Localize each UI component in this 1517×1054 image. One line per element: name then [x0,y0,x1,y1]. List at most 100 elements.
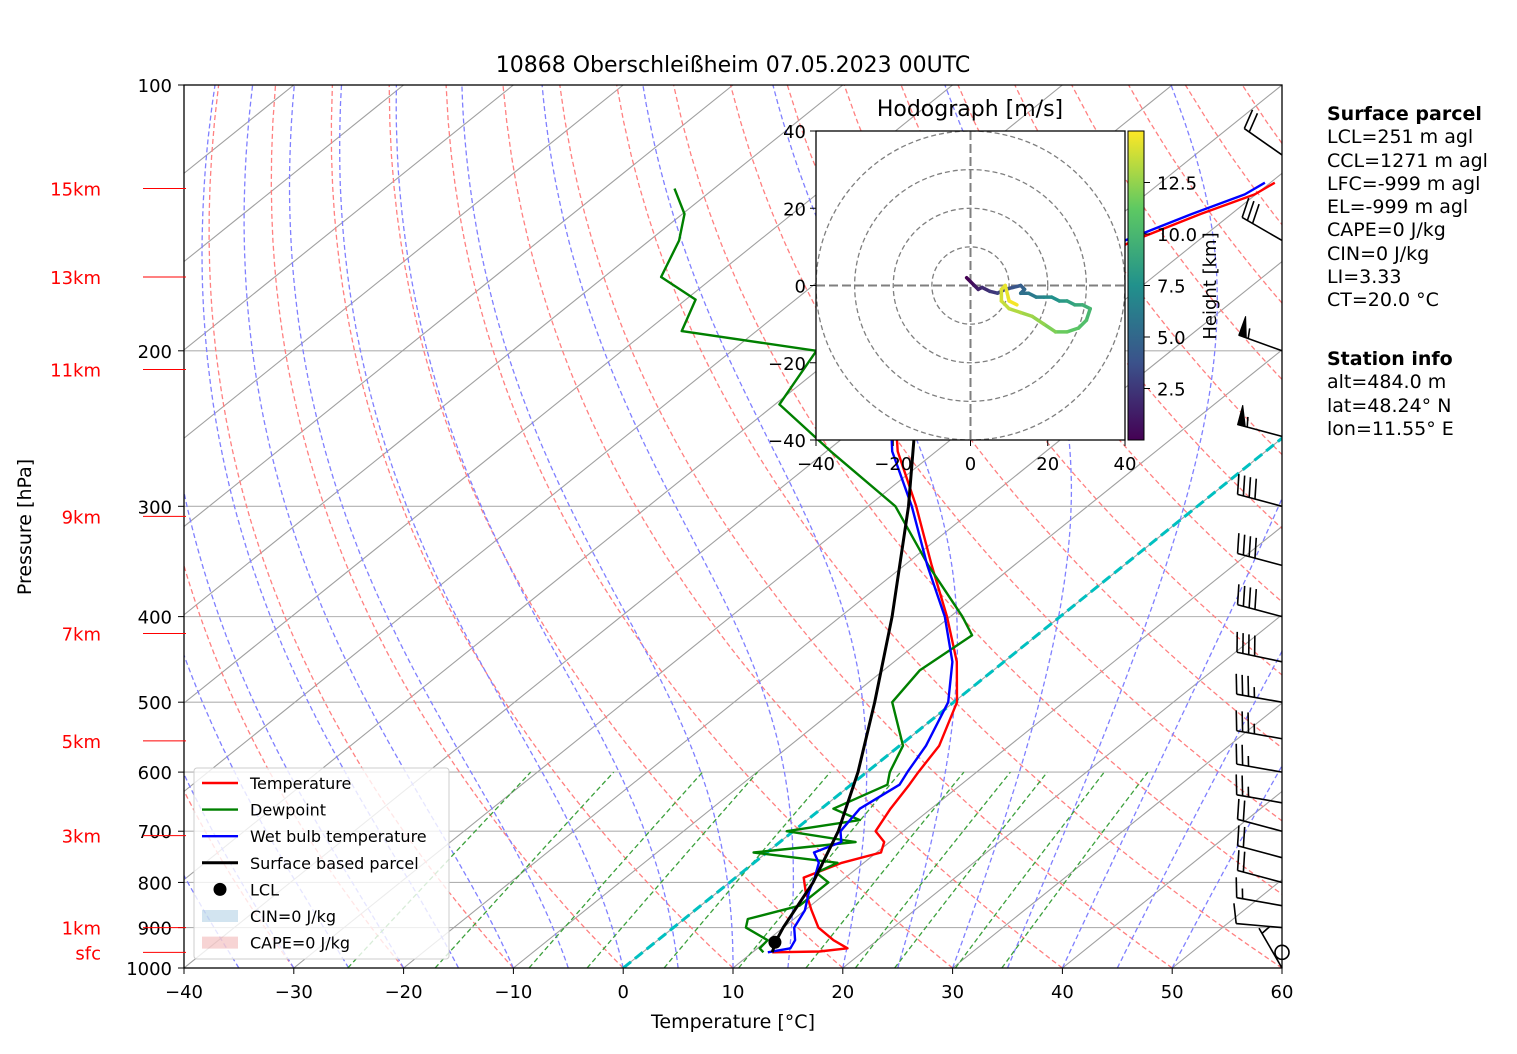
barb-full [1236,798,1240,820]
hodograph-plot [816,131,1125,440]
height-label: 7km [62,624,101,645]
barb-shaft [1241,216,1283,242]
station-header: Station info [1327,348,1453,370]
dry-adiabat [388,85,844,968]
legend-item: Wet bulb temperature [202,827,427,846]
legend-swatch [202,936,238,949]
mixing-ratio-line [586,771,759,968]
hodograph-segment [1007,299,1019,307]
isotherm-line [184,85,624,439]
legend: Temperature Dewpoint Wet bulb temperature S… [193,767,450,960]
parcel-el: EL=-999 m agl [1327,196,1469,219]
station-lat: lat=48.24° N [1327,394,1452,417]
barb-shaft [1237,869,1283,884]
x-tick-label: −20 [385,982,423,1003]
calm-circle [1274,944,1290,961]
isotherm-line [952,702,1282,968]
wind-barb [1236,405,1283,438]
hodograph-ring [853,168,1088,403]
y-tick-label: 200 [138,342,172,363]
barb-shaft [1237,845,1283,859]
mixing-ratio-line [854,771,1011,968]
colorbar-tick-label: 10.0 [1157,225,1197,246]
barb-full [1254,588,1258,610]
x-tick-label: 60 [1271,982,1294,1003]
moist-adiabat [642,85,868,968]
barb-flag [1238,316,1247,339]
mixing-ratio-line [894,771,1048,968]
barb-full [1241,197,1250,218]
wind-barb [1236,584,1283,618]
y-tick-label: 100 [138,76,172,97]
isotherm-line [184,85,953,704]
barb-shaft [1236,922,1283,929]
legend-label: Dewpoint [250,801,326,820]
barb-shaft [1237,552,1283,567]
legend-swatch [202,910,238,922]
barb-half [1246,416,1249,428]
x-tick-label: −40 [165,982,203,1003]
wind-barb [1238,316,1283,352]
barb-full [1236,533,1240,554]
x-axis-label: Temperature [°C] [650,1011,815,1033]
barb-full [1236,473,1240,495]
parcel-li: LI=3.33 [1327,266,1402,289]
isotherm-line [184,85,404,263]
isotherm-line [184,85,844,616]
mixing-ratio-line [434,771,615,968]
colorbar-tick-label: 2.5 [1157,380,1186,401]
wind-barb [1236,631,1283,663]
wind-barb [1233,903,1283,929]
moist-adiabat [288,85,569,968]
wind-barb [1235,710,1283,740]
height-label: 9km [62,507,101,528]
x-tick-label: 30 [941,982,964,1003]
wind-barb [1235,743,1283,773]
wind-barb [1236,798,1283,832]
colorbar-tick-label: 5.0 [1157,328,1186,349]
legend-item: CIN=0 J/kg [202,907,336,926]
mixing-ratio-line [663,771,831,968]
legend-item: LCL [213,880,279,899]
wind-barb [1241,197,1283,242]
moist-adiabat [461,85,734,968]
height-label: 13km [50,268,101,289]
colorbar-label: Height [km] [1200,232,1221,339]
station-alt: alt=484.0 m [1327,371,1447,394]
hodograph-segment [1042,322,1058,334]
barb-full [1236,825,1240,846]
lcl-marker [768,935,782,949]
parcel-ccl: CCL=1271 m agl [1327,149,1488,172]
barb-full [1254,478,1258,500]
height-label: 3km [62,827,101,848]
dry-adiabat [786,85,1282,749]
barb-shaft [1243,127,1283,156]
wind-barb [1243,109,1283,156]
barb-half [1261,926,1271,934]
barb-shaft [1237,818,1283,832]
isotherm-line [403,260,1282,968]
isotherm-line [184,85,734,528]
x-tick-label: 10 [722,982,745,1003]
hodograph-ring [892,207,1049,364]
parcel-header: Surface parcel [1327,103,1482,125]
hodo-y-tick-label: 0 [795,277,806,298]
x-tick-label: 50 [1161,982,1184,1003]
parcel-lcl: LCL=251 m agl [1327,126,1474,149]
barb-full [1251,203,1260,224]
dry-adiabat [502,85,1063,968]
y-tick-label: 700 [138,822,172,843]
chart-title: 10868 Oberschleißheim 07.05.2023 00UTC [496,53,971,78]
moist-adiabat [1061,496,1282,968]
barb-full [1248,587,1252,608]
wind-barb [1235,774,1283,804]
isotherm-line [293,172,1282,968]
height-label: 11km [50,361,101,382]
barb-shaft [1236,651,1283,663]
freezing-line [622,436,1282,968]
wind-barbs [1233,109,1290,969]
barb-shaft [1236,794,1283,804]
barb-full [1246,200,1255,221]
height-label: 15km [50,180,101,201]
